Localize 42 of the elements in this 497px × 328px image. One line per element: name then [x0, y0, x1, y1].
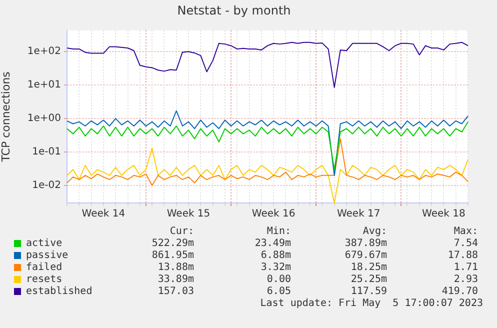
- y-tick-label: 1e+01: [27, 80, 61, 91]
- x-tick-label: Week 17: [336, 208, 380, 220]
- text: 18.25m: [350, 262, 387, 274]
- legend-label: resets: [26, 274, 62, 286]
- text: Last update: Fri May 5 17:00:07 2023: [260, 298, 483, 310]
- text: 861.95m: [152, 250, 194, 262]
- text: 13.88m: [158, 262, 194, 274]
- text: 33.89m: [158, 274, 194, 286]
- y-axis-title: TCP connections: [0, 71, 12, 163]
- text: 3.32m: [260, 262, 291, 274]
- text: 6.88m: [260, 250, 291, 262]
- text: Avg:: [362, 226, 387, 238]
- x-tick-label: Week 14: [82, 208, 126, 220]
- chart-title: Netstat - by month: [177, 3, 291, 18]
- text: Cur:: [170, 226, 194, 238]
- text: 6.05: [266, 286, 291, 298]
- x-tick-label: Week 18: [422, 208, 466, 220]
- text: 117.59: [350, 286, 387, 298]
- y-tick-label: 1e+00: [27, 113, 61, 124]
- legend-label: failed: [26, 262, 62, 274]
- x-tick-label: Week 15: [166, 208, 210, 220]
- legend-label: active: [26, 238, 62, 250]
- text: 522.29m: [152, 238, 194, 250]
- text: 17.88: [448, 250, 478, 262]
- y-tick-label: 1e-01: [32, 146, 61, 158]
- y-tick-label: 1e-02: [32, 180, 61, 192]
- text: 679.67m: [344, 250, 387, 262]
- text: 419.70: [442, 286, 478, 298]
- y-tick-label: 1e+02: [27, 46, 61, 58]
- x-tick-label: Week 16: [252, 208, 296, 220]
- text: 2.93: [454, 274, 478, 286]
- text: 23.49m: [254, 238, 291, 250]
- text: 157.03: [158, 286, 194, 298]
- text: 7.54: [454, 238, 478, 250]
- text: 1.71: [454, 262, 478, 274]
- text: 0.00: [266, 274, 291, 286]
- text: 387.89m: [344, 238, 387, 250]
- legend-label: passive: [26, 250, 68, 262]
- text: 25.25m: [350, 274, 387, 286]
- text: Min:: [266, 226, 291, 238]
- legend-label: established: [26, 286, 92, 298]
- text: Max:: [454, 226, 478, 238]
